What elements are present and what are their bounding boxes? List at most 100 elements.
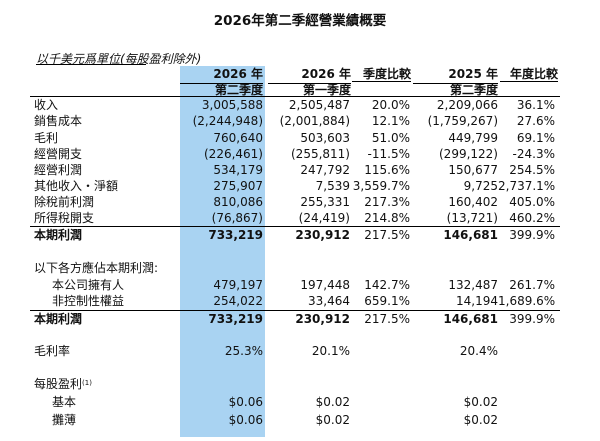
cell-2026-q1: 255,331	[300, 195, 350, 209]
row-gross-margin: 毛利率 25.3% 20.1% 20.4%	[30, 343, 560, 359]
cell-qoq: 115.6%	[364, 163, 410, 177]
cell-yoy: 36.1%	[516, 98, 555, 112]
cell-2025-q2: (299,122)	[439, 147, 498, 161]
cell-yoy: 2,737.1%	[498, 179, 556, 193]
unit-note-underline	[36, 64, 146, 65]
cell-qoq: 51.0%	[371, 131, 410, 145]
cell-2026-q2: $0.06	[228, 413, 263, 427]
row-label: 其他收入・淨額	[34, 179, 119, 193]
row-profit-before-tax: 除稅前利潤 810,086 255,331 217.3% 160,402 405…	[30, 194, 560, 210]
row-cost-of-sales: 銷售成本 (2,244,948) (2,001,884) 12.1% (1,75…	[30, 113, 560, 129]
row-label: 毛利率	[34, 344, 71, 358]
row-label: 每股盈利(1)	[34, 376, 92, 392]
header-2026-q2-year: 2026 年	[213, 67, 263, 81]
row-label: 以下各方應佔本期利潤:	[34, 261, 159, 275]
header-2026-q1-year: 2026 年	[301, 67, 351, 81]
report-title: 2026年第二季經營業績概要	[213, 13, 387, 29]
cell-qoq: -11.5%	[367, 147, 410, 161]
row-label: 毛利	[34, 131, 59, 145]
cell-2026-q1: (2,001,884)	[279, 114, 350, 128]
header-2025-q2: 2025 年 第二季度	[413, 68, 498, 97]
header-2026-q2-quarter: 第二季度	[180, 83, 263, 97]
header-2026-q2: 2026 年 第二季度	[180, 68, 263, 97]
row-label: 基本	[52, 395, 77, 409]
row-label: 銷售成本	[34, 114, 83, 128]
cell-2026-q2: 810,086	[213, 195, 263, 209]
row-attributable-heading: 以下各方應佔本期利潤:	[30, 260, 560, 276]
cell-2026-q2: 479,197	[213, 278, 263, 292]
cell-2026-q1: (255,811)	[291, 147, 350, 161]
cell-yoy: -24.3%	[512, 147, 555, 161]
cell-qoq: 12.1%	[371, 114, 410, 128]
row-profit-for-period-total: 本期利潤 733,219 230,912 217.5% 146,681 399.…	[30, 310, 560, 327]
row-label: 攤薄	[52, 413, 77, 427]
row-operating-expenses: 經營開支 (226,461) (255,811) -11.5% (299,122…	[30, 146, 560, 162]
cell-2025-q2: 2,209,066	[436, 98, 498, 112]
cell-yoy: 399.9%	[509, 312, 555, 326]
cell-qoq: 3,559.7%	[352, 179, 410, 193]
cell-2025-q2: (13,721)	[446, 211, 498, 225]
cell-2026-q2: 534,179	[213, 163, 263, 177]
row-label: 本公司擁有人	[52, 278, 125, 292]
cell-2025-q2: 160,402	[448, 195, 498, 209]
cell-2026-q2: 275,907	[213, 179, 263, 193]
cell-2026-q1: 230,912	[295, 228, 350, 242]
cell-2026-q2: $0.06	[228, 395, 263, 409]
row-label: 所得稅開支	[34, 211, 95, 225]
cell-2026-q1: 197,448	[300, 278, 350, 292]
cell-yoy: 460.2%	[509, 211, 555, 225]
cell-2025-q2: (1,759,267)	[427, 114, 498, 128]
header-2026-q1: 2026 年 第一季度	[268, 68, 351, 97]
eps-label: 每股盈利	[34, 377, 83, 391]
unit-note: 以千美元爲單位(每股盈利除外)	[36, 52, 202, 66]
cell-2025-q2: $0.02	[463, 395, 498, 409]
row-other-income-net: 其他收入・淨額 275,907 7,539 3,559.7% 9,725 2,7…	[30, 178, 560, 194]
cell-2026-q2: 733,219	[208, 312, 263, 326]
row-operating-profit: 經營利潤 534,179 247,792 115.6% 150,677 254.…	[30, 162, 560, 178]
row-income-tax: 所得稅開支 (76,867) (24,419) 214.8% (13,721) …	[30, 210, 560, 226]
cell-2025-q2: 150,677	[448, 163, 498, 177]
cell-2025-q2: 132,487	[448, 278, 498, 292]
cell-2026-q2: 3,005,588	[201, 98, 263, 112]
cell-yoy: 405.0%	[509, 195, 555, 209]
cell-2026-q2: (226,461)	[204, 147, 263, 161]
cell-2026-q2: 760,640	[213, 131, 263, 145]
cell-2025-q2: 20.4%	[459, 344, 498, 358]
cell-2026-q1: 7,539	[315, 179, 350, 193]
row-label: 除稅前利潤	[34, 195, 95, 209]
cell-2025-q2: 14,194	[456, 294, 498, 308]
row-label: 經營利潤	[34, 163, 83, 177]
cell-2025-q2: 146,681	[443, 228, 498, 242]
cell-2026-q1: 230,912	[295, 312, 350, 326]
cell-2026-q1: 503,603	[300, 131, 350, 145]
cell-2026-q2: (76,867)	[211, 211, 263, 225]
cell-2025-q2: 9,725	[463, 179, 498, 193]
cell-2026-q1: $0.02	[315, 395, 350, 409]
cell-2026-q1: 20.1%	[311, 344, 350, 358]
row-eps-basic: 基本 $0.06 $0.02 $0.02	[30, 394, 560, 410]
row-label: 本期利潤	[34, 228, 83, 242]
cell-yoy: 1,689.6%	[498, 294, 556, 308]
cell-qoq: 659.1%	[364, 294, 410, 308]
header-rule	[30, 96, 560, 97]
cell-2025-q2: 146,681	[443, 312, 498, 326]
cell-qoq: 217.3%	[364, 195, 410, 209]
header-2026-q1-quarter: 第一季度	[268, 83, 351, 97]
cell-qoq: 217.5%	[364, 228, 410, 242]
footnote-marker: (1)	[82, 379, 92, 387]
row-label: 經營開支	[34, 147, 83, 161]
cell-2026-q1: (24,419)	[298, 211, 350, 225]
cell-2026-q1: 33,464	[308, 294, 350, 308]
row-eps-heading: 每股盈利(1)	[30, 376, 560, 392]
cell-yoy: 254.5%	[509, 163, 555, 177]
cell-2026-q1: 247,792	[300, 163, 350, 177]
row-label: 本期利潤	[34, 312, 83, 326]
cell-2026-q2: (2,244,948)	[192, 114, 263, 128]
row-eps-diluted: 攤薄 $0.06 $0.02 $0.02	[30, 412, 560, 428]
cell-2026-q1: 2,505,487	[288, 98, 350, 112]
header-2025-q2-year: 2025 年	[448, 67, 498, 81]
cell-2026-q1: $0.02	[315, 413, 350, 427]
cell-yoy: 399.9%	[509, 228, 555, 242]
cell-2026-q2: 733,219	[208, 228, 263, 242]
header-qoq: 季度比較	[352, 68, 411, 82]
